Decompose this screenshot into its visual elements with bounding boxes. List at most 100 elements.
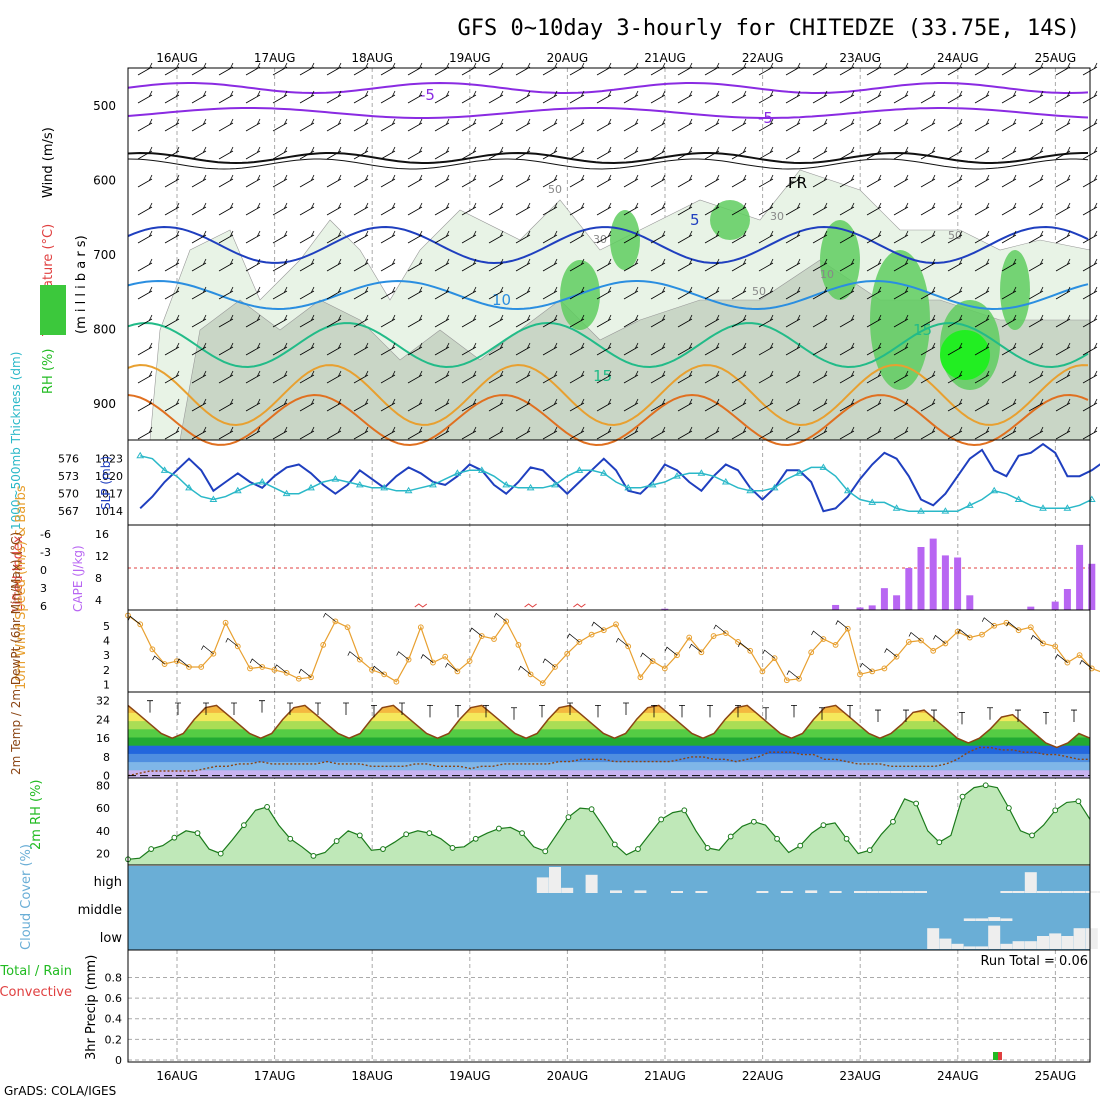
- thickness-marker: [575, 466, 584, 473]
- wind-barb: [434, 398, 450, 412]
- dewpoint-line: [127, 746, 1090, 777]
- cape-bar: [1076, 544, 1084, 610]
- cloud-low-bar: [951, 943, 964, 949]
- wind-barb: [164, 398, 180, 412]
- thickness-tick: 570: [58, 488, 79, 501]
- wind-barb: [704, 202, 720, 216]
- wind-barb-10m: [518, 665, 531, 675]
- wind-barb: [704, 426, 720, 440]
- wind-speed-point: [234, 643, 241, 650]
- wind-barb: [812, 426, 828, 440]
- footer-credit: GrADS: COLA/IGES: [4, 1084, 116, 1098]
- thickness-marker: [477, 466, 486, 473]
- wind-barb: [893, 426, 909, 440]
- wind-barb: [650, 370, 666, 384]
- wind-barb: [785, 230, 801, 244]
- temp-max-bar: [931, 709, 937, 723]
- cloud-low-bar: [939, 938, 952, 949]
- wind-barb: [731, 398, 747, 412]
- wind-barb: [650, 258, 666, 272]
- wind-barb: [839, 90, 855, 104]
- cloud-high-bar: [1037, 891, 1049, 893]
- wind-barb: [461, 426, 477, 440]
- wind-barb: [1001, 370, 1017, 384]
- temp-band: [128, 712, 1090, 722]
- cloud-high-bar: [1085, 891, 1098, 893]
- cloud-low-bar: [976, 946, 988, 949]
- wind-barb: [542, 370, 558, 384]
- wind-barb: [704, 146, 720, 160]
- lifted-index-tick: -6: [40, 528, 51, 541]
- temp-band: [128, 705, 1090, 713]
- wind-barb: [191, 370, 207, 384]
- wind-barb: [731, 202, 747, 216]
- wind-speed-point: [283, 669, 290, 676]
- wind-barb: [1028, 398, 1044, 412]
- date-label-top: 18AUG: [351, 51, 393, 65]
- wind-barb: [326, 62, 342, 76]
- wind-barb-10m: [493, 612, 507, 622]
- temp-max-bar: [483, 704, 489, 718]
- wind-barb: [650, 342, 666, 356]
- wind-barb: [407, 146, 423, 160]
- wind-barb: [893, 342, 909, 356]
- wind-barb: [245, 90, 261, 104]
- wind-barb-10m: [933, 634, 946, 644]
- thickness-slp-panel: 576 573 570 567 1023 1020 1017 1014 1000~500mb T…: [9, 352, 1100, 530]
- cape-bar: [954, 557, 962, 610]
- wind-barb: [407, 370, 423, 384]
- wind-barb: [812, 370, 828, 384]
- wind-barb: [164, 370, 180, 384]
- date-label-top: 16AUG: [156, 51, 198, 65]
- wind-speed-point: [271, 667, 278, 673]
- cape-bar: [905, 568, 913, 610]
- temp-contour-minus5: [127, 107, 1089, 119]
- wind-barb: [245, 314, 261, 328]
- thickness-marker: [746, 486, 755, 494]
- wind-barb: [299, 62, 315, 76]
- wind-barb: [515, 146, 531, 160]
- wind-barb: [947, 202, 963, 216]
- rh-point: [519, 830, 525, 837]
- bottom-date-labels: 16AUG 17AUG 18AUG 19AUG 20AUG 21AUG 22AUG 23AUG…: [156, 1069, 1076, 1083]
- wind-barb: [866, 314, 882, 328]
- wind-barb: [245, 370, 261, 384]
- wind-barb: [218, 202, 234, 216]
- wind-barb: [542, 286, 558, 300]
- wind-barb-10m: [981, 617, 995, 627]
- wind-barb: [218, 118, 234, 132]
- wind-barb: [839, 230, 855, 244]
- wind-barb: [488, 342, 504, 356]
- date-label-top: 25AUG: [1035, 51, 1077, 65]
- rh-high-region: [710, 200, 750, 240]
- thickness-marker: [307, 483, 315, 491]
- wind-barb: [434, 146, 450, 160]
- wind-barb: [515, 314, 531, 328]
- wind-barb: [596, 286, 612, 300]
- wind-barb: [245, 342, 261, 356]
- thickness-marker: [599, 469, 608, 476]
- thickness-marker: [258, 478, 267, 485]
- wind-speed-point: [161, 661, 168, 667]
- wind-barb: [434, 258, 450, 272]
- contour-label: 30: [770, 210, 784, 223]
- wind-barb: [434, 314, 450, 328]
- wind-barb: [974, 174, 990, 188]
- rh-point: [1005, 805, 1012, 811]
- wind-barb: [569, 314, 585, 328]
- wind-barb: [704, 90, 720, 104]
- wind-barb: [1001, 258, 1017, 272]
- wind-barb: [272, 286, 288, 300]
- thickness-marker: [380, 483, 389, 491]
- wind-barb: [812, 258, 828, 272]
- wind-speed-point: [832, 642, 839, 648]
- wind-barb: [326, 202, 342, 216]
- wind-barb: [137, 90, 153, 104]
- temp-title: 2m Temp / 2m DewPt (6hr Min/Max) (°C): [9, 532, 23, 775]
- date-label-top: 21AUG: [644, 51, 686, 65]
- cloud-high-bar: [1098, 891, 1100, 893]
- wind-barb: [920, 398, 936, 412]
- cloud-low-bar: [1061, 936, 1074, 949]
- wind-barb: [272, 202, 288, 216]
